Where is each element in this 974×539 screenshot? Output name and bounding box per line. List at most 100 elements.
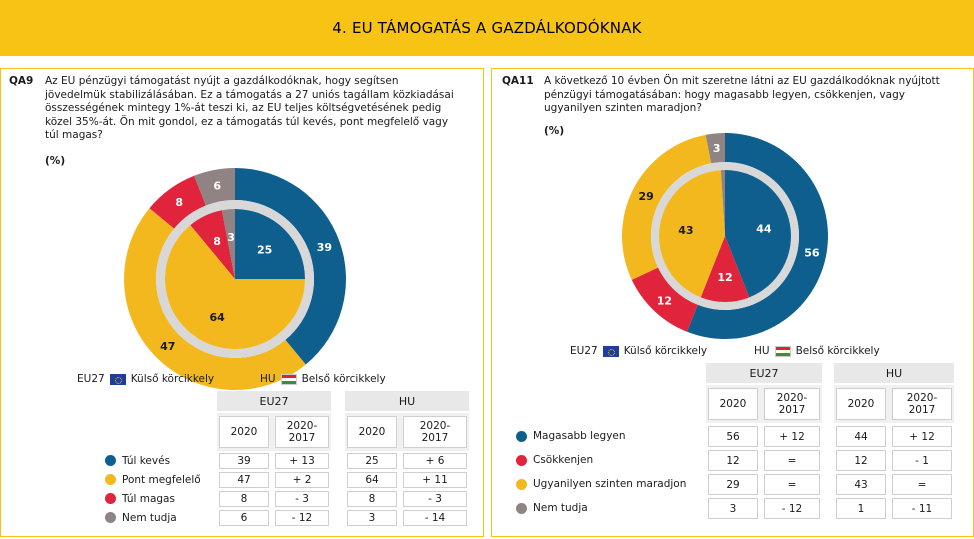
cell-hu-2020: 44 (836, 426, 886, 447)
legend-dot-icon (105, 474, 116, 485)
legend-dot-icon (516, 454, 527, 466)
eu-flag-icon (602, 345, 619, 357)
cell-hu-2020: 64 (347, 472, 397, 488)
legend-eu27: EU27 (570, 345, 598, 357)
row-label-csokkenjen: Csökkenjen (516, 449, 593, 471)
inner-slice-csokkenjen (700, 236, 750, 302)
cell-eu27-change: + 2 (275, 472, 329, 488)
inner-label-magasabb-legyen: 44 (756, 223, 772, 236)
ring-separator (651, 162, 799, 310)
outer-label-nem-tudja: 6 (213, 180, 221, 193)
legend-inner-label: Belső körcikkely (301, 373, 386, 385)
category-label: Pont megfelelő (122, 473, 201, 486)
row-label-nem-tudja: Nem tudja (105, 509, 177, 526)
cell-hu-2020: 12 (836, 450, 886, 471)
panel-qa9: QA9 Az EU pénzügyi támogatást nyújt a ga… (0, 68, 484, 537)
cell-eu27-2020: 47 (219, 472, 269, 488)
row-label-pont-megfelelo: Pont megfelelő (105, 471, 201, 488)
cell-hu-change: = (892, 474, 952, 495)
unit-label: (%) (45, 155, 66, 167)
column-header-change: 2020- 2017 (764, 388, 820, 420)
legend-dot-icon (516, 502, 527, 514)
page-title: 4. EU TÁMOGATÁS A GAZDÁLKODÓKNAK (332, 19, 642, 37)
cell-eu27-change: = (764, 474, 820, 495)
inner-slice-ugyanilyen-szinten-maradjon (659, 170, 725, 298)
outer-label-magasabb-legyen: 56 (804, 247, 820, 260)
ring-separator (156, 200, 314, 358)
cell-hu-change: - 1 (892, 450, 952, 471)
inner-slice-pont-megfelelo (165, 225, 305, 349)
row-label-nem-tudja: Nem tudja (516, 497, 588, 519)
outer-slice-ugyanilyen-szinten-maradjon (622, 134, 712, 280)
cell-eu27-2020: 39 (219, 453, 269, 469)
inner-slice-nem-tudja (221, 209, 235, 279)
inner-label-csokkenjen: 12 (717, 271, 732, 284)
row-label-tul-magas: Túl magas (105, 490, 175, 507)
unit-label: (%) (544, 125, 565, 137)
inner-slice-magasabb-legyen (725, 170, 791, 298)
legend-inner: HU Belső körcikkely (260, 373, 386, 385)
cell-hu-2020: 3 (347, 510, 397, 526)
cell-hu-2020: 8 (347, 491, 397, 507)
question-code: QA9 (9, 75, 34, 87)
outer-slice-tul-keves (235, 168, 347, 365)
donut-chart-qa11: 56 12 29 3 44 12 43 (622, 133, 828, 339)
outer-label-tul-keves: 39 (317, 241, 332, 254)
outer-label-ugyanilyen-szinten-maradjon: 29 (638, 190, 653, 203)
column-header-2020: 2020 (836, 388, 886, 420)
legend-dot-icon (105, 455, 116, 466)
legend-inner-label: Belső körcikkely (795, 345, 880, 357)
legend-eu27: EU27 (77, 373, 105, 385)
row-label-ugyanilyen-szinten-maradjon: Ugyanilyen szinten maradjon (516, 473, 686, 495)
row-label-tul-keves: Túl kevés (105, 452, 170, 469)
cell-hu-change: - 14 (403, 510, 467, 526)
cell-eu27-change: - 12 (275, 510, 329, 526)
column-header-2020: 2020 (219, 416, 269, 448)
hu-flag-icon (774, 345, 791, 357)
column-header-change: 2020- 2017 (892, 388, 952, 420)
legend-hu: HU (754, 345, 770, 357)
cell-eu27-change: + 12 (764, 426, 820, 447)
legend-outer-label: Külső körcikkely (623, 345, 708, 357)
outer-slice-nem-tudja (705, 133, 725, 164)
outer-slice-nem-tudja (194, 168, 235, 206)
page-header: 4. EU TÁMOGATÁS A GAZDÁLKODÓKNAK (0, 0, 974, 56)
cell-eu27-change: - 12 (764, 498, 820, 519)
group-header-hu: HU (345, 391, 469, 411)
question-text: A következő 10 évben Ön mit szeretne lát… (544, 75, 940, 114)
column-header-change: 2020- 2017 (275, 416, 329, 448)
cell-eu27-change: + 13 (275, 453, 329, 469)
column-header-change: 2020- 2017 (403, 416, 467, 448)
legend-inner: HU Belső körcikkely (754, 345, 880, 357)
category-label: Csökkenjen (533, 454, 594, 466)
inner-slice-tul-keves (235, 209, 305, 279)
eu-flag-icon (109, 373, 126, 385)
inner-slice-nem-tudja (720, 170, 725, 236)
inner-label-tul-keves: 25 (257, 243, 272, 256)
cell-eu27-2020: 29 (708, 474, 758, 495)
column-header-2020: 2020 (347, 416, 397, 448)
inner-label-pont-megfelelo: 64 (209, 311, 225, 324)
group-header-eu27: EU27 (706, 363, 822, 383)
cell-eu27-2020: 8 (219, 491, 269, 507)
legend-dot-icon (105, 512, 116, 523)
cell-hu-2020: 25 (347, 453, 397, 469)
legend-dot-icon (105, 493, 116, 504)
cell-eu27-2020: 6 (219, 510, 269, 526)
cell-hu-change: + 6 (403, 453, 467, 469)
outer-slice-magasabb-legyen (687, 133, 828, 339)
category-label: Nem tudja (122, 511, 177, 524)
inner-label-ugyanilyen-szinten-maradjon: 43 (678, 224, 693, 237)
outer-label-nem-tudja: 3 (713, 142, 721, 155)
cell-hu-2020: 43 (836, 474, 886, 495)
legend-dot-icon (516, 478, 527, 490)
inner-slice-tul-magas (190, 210, 235, 279)
inner-label-nem-tudja: 3 (227, 231, 235, 244)
category-label: Túl magas (122, 492, 175, 505)
group-header-hu: HU (834, 363, 954, 383)
cell-hu-change: + 11 (403, 472, 467, 488)
category-label: Nem tudja (533, 502, 588, 514)
cell-hu-change: + 12 (892, 426, 952, 447)
cell-eu27-change: - 3 (275, 491, 329, 507)
cell-hu-2020: 1 (836, 498, 886, 519)
